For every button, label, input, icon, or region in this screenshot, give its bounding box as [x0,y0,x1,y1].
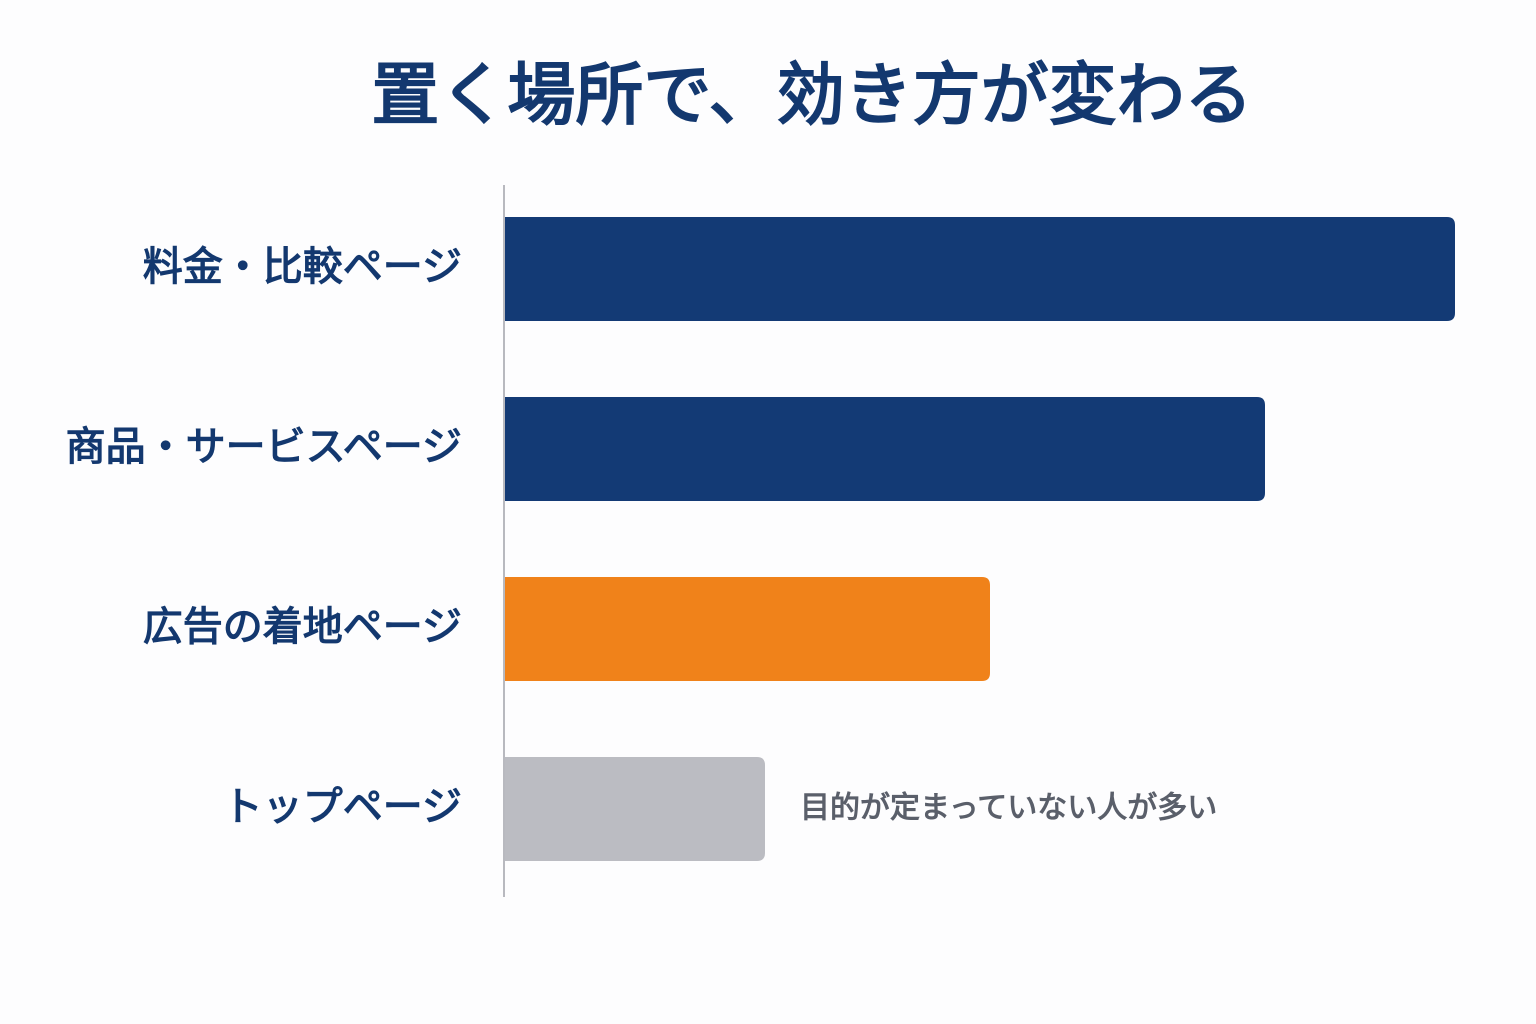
bar [505,757,765,861]
category-label: トップページ [223,784,462,830]
bar [505,397,1265,501]
category-label: 商品・サービスページ [66,424,462,470]
category-label: 広告の着地ページ [143,604,462,650]
chart-title: 置く場所で、効き方が変わる [371,57,1252,136]
annotation: 目的が定まっていない人が多い [800,791,1217,826]
bar [505,577,990,681]
category-label: 料金・比較ページ [143,244,462,290]
bar [505,217,1455,321]
